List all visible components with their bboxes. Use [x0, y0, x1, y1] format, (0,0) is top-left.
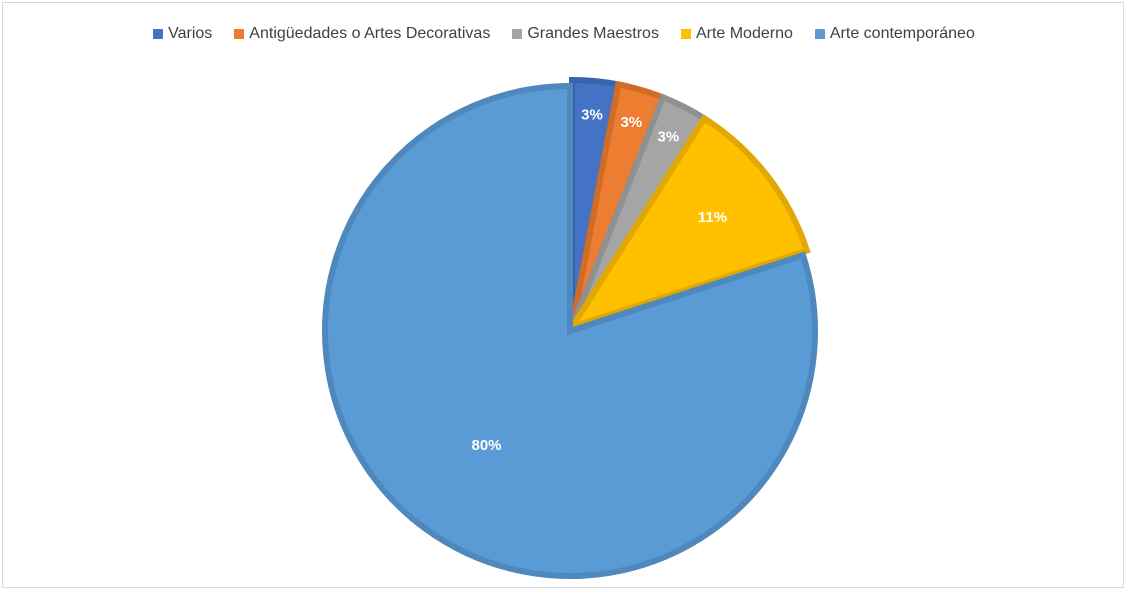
legend-label-antiguedades: Antigüedades o Artes Decorativas — [249, 25, 491, 42]
legend-swatch-arte-moderno — [680, 29, 691, 39]
pie-chart: 3% 3% 3% 11% 80% — [322, 76, 818, 579]
legend-item-antiguedades: Antigüedades o Artes Decorativas — [234, 25, 490, 43]
legend-swatch-antiguedades — [234, 29, 245, 39]
pie-labels: 3% 3% 3% 11% 80% — [471, 106, 727, 454]
legend-label-arte-contemporaneo: Arte contemporáneo — [829, 25, 975, 42]
legend-swatch-arte-contemporaneo — [814, 29, 825, 39]
legend-label-grandes-maestros: Grandes Maestros — [527, 25, 659, 42]
data-label-antiguedades: 3% — [620, 114, 642, 131]
legend-item-arte-moderno: Arte Moderno — [680, 25, 793, 43]
legend-item-varios: Varios — [153, 25, 212, 43]
data-label-arte-moderno: 11% — [698, 209, 727, 226]
data-label-arte-contemporaneo: 80% — [471, 437, 501, 454]
pie-slice-arte-moderno — [565, 114, 811, 333]
data-label-varios: 3% — [581, 106, 603, 123]
legend-label-arte-moderno: Arte Moderno — [695, 25, 793, 42]
legend-swatch-varios — [153, 29, 164, 39]
legend-item-arte-contemporaneo: Arte contemporáneo — [814, 25, 975, 43]
pie-slices — [322, 76, 818, 579]
pie-slice-arte-contemporaneo — [322, 82, 818, 579]
legend-swatch-grandes-maestros — [512, 29, 523, 39]
data-label-grandes-maestros: 3% — [658, 129, 680, 146]
legend-label-varios: Varios — [168, 25, 213, 42]
chart-legend: Varios Antigüedades o Artes Decorativas … — [3, 25, 1125, 43]
legend-item-grandes-maestros: Grandes Maestros — [512, 25, 659, 43]
